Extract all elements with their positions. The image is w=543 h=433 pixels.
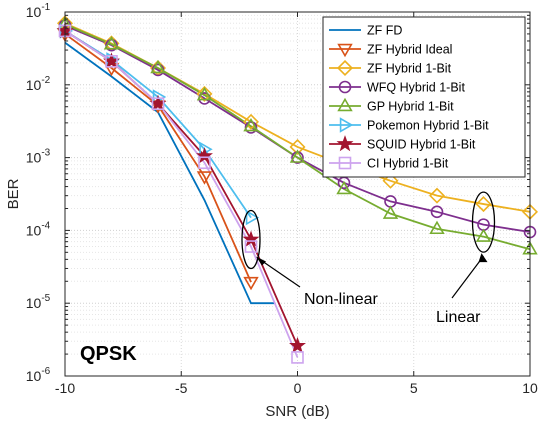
legend-marker-wfq-hybrid-1-bit <box>338 80 352 94</box>
data-point-ci-hybrid-1-bit <box>291 351 304 364</box>
nonlinear-arrowhead <box>256 256 266 266</box>
linear-arrowhead <box>478 253 488 263</box>
legend-label-ci-hybrid-1-bit: CI Hybrid 1-Bit <box>367 157 449 171</box>
series-line-zf-fd <box>64 41 275 305</box>
data-point-zf-hybrid-1-bit <box>242 113 260 130</box>
data-point-ci-hybrid-1-bit <box>244 240 258 253</box>
y-axis-label: BER <box>5 178 22 209</box>
legend-label-zf-fd: ZF FD <box>367 24 402 38</box>
data-point-zf-hybrid-1-bit <box>428 187 446 204</box>
x-tick-label: -10 <box>55 380 75 396</box>
x-tick-label: 5 <box>410 380 418 396</box>
data-point-gp-hybrid-1-bit <box>289 149 306 163</box>
annotations: Non-linear Linear QPSK <box>80 191 496 365</box>
data-point-squid-hybrid-1-bit <box>196 147 213 164</box>
legend-marker-zf-hybrid-ideal <box>337 43 353 58</box>
data-point-gp-hybrid-1-bit <box>429 220 445 235</box>
x-axis-label: SNR (dB) <box>265 403 329 420</box>
linear-arrow-line <box>451 255 484 299</box>
data-point-gp-hybrid-1-bit <box>336 180 352 195</box>
x-tick-label: 0 <box>294 380 302 396</box>
legend-label-zf-hybrid-ideal: ZF Hybrid Ideal <box>367 43 452 57</box>
data-point-zf-hybrid-1-bit <box>289 138 306 155</box>
legend-label-pokemon-hybrid-1-bit: Pokemon Hybrid 1-Bit <box>367 119 489 133</box>
series-line-ci-hybrid-1-bit <box>64 30 299 358</box>
data-point-wfq-hybrid-1-bit <box>430 205 444 219</box>
legend-marker-squid-hybrid-1-bit <box>336 135 354 152</box>
legend-marker-pokemon-hybrid-1-bit <box>339 117 354 133</box>
x-tick-label: 10 <box>522 380 538 396</box>
nonlinear-label: Non-linear <box>304 291 378 308</box>
legend: ZF FD ZF Hybrid Ideal ZF Hybrid 1-Bit WFQ H… <box>322 16 526 178</box>
data-point-gp-hybrid-1-bit <box>150 59 166 74</box>
legend-box <box>322 16 526 178</box>
data-point-gp-hybrid-1-bit <box>196 86 213 101</box>
data-point-gp-hybrid-1-bit <box>243 117 259 132</box>
data-point-ci-hybrid-1-bit <box>151 97 165 111</box>
data-point-zf-hybrid-1-bit <box>382 172 399 189</box>
x-tick-label: -5 <box>175 380 188 396</box>
y-tick-label: 10-4 <box>26 220 51 238</box>
legend-label-gp-hybrid-1-bit: GP Hybrid 1-Bit <box>367 100 454 114</box>
legend-label-zf-hybrid-1-bit: ZF Hybrid 1-Bit <box>367 62 452 76</box>
data-point-pokemon-hybrid-1-bit <box>245 209 260 226</box>
linear-label: Linear <box>436 309 481 326</box>
data-point-gp-hybrid-1-bit <box>475 228 492 242</box>
legend-label-squid-hybrid-1-bit: SQUID Hybrid 1-Bit <box>367 138 476 152</box>
legend-label-wfq-hybrid-1-bit: WFQ Hybrid 1-Bit <box>367 81 465 95</box>
data-point-gp-hybrid-1-bit <box>103 36 120 50</box>
y-tick-label: 10-5 <box>26 293 51 311</box>
data-point-squid-hybrid-1-bit <box>242 230 260 247</box>
data-point-squid-hybrid-1-bit <box>289 336 306 353</box>
y-tick-label: 10-6 <box>26 366 51 384</box>
data-point-zf-hybrid-ideal <box>243 276 259 291</box>
data-point-zf-hybrid-1-bit <box>196 85 213 102</box>
data-point-ci-hybrid-1-bit <box>198 156 211 170</box>
axis-ticks: -10 -5 0 5 10 10-6 10-5 10-4 10-3 10-2 10-1 <box>26 2 538 396</box>
nonlinear-ellipse <box>241 209 261 270</box>
y-tick-label: 10-2 <box>26 75 51 93</box>
legend-marker-ci-hybrid-1-bit <box>338 156 352 170</box>
series-line-gp-hybrid-1-bit <box>64 23 531 251</box>
linear-ellipse <box>471 191 496 253</box>
legend-marker-gp-hybrid-1-bit <box>337 97 353 112</box>
data-point-wfq-hybrid-1-bit <box>105 38 118 52</box>
modulation-label: QPSK <box>80 343 137 365</box>
data-point-zf-hybrid-ideal <box>196 171 213 185</box>
data-point-gp-hybrid-1-bit <box>382 205 399 219</box>
y-tick-label: 10-3 <box>26 148 51 166</box>
data-point-wfq-hybrid-1-bit <box>244 121 258 134</box>
legend-marker-zf-hybrid-1-bit <box>336 59 354 77</box>
data-point-ci-hybrid-1-bit <box>105 55 118 68</box>
y-tick-label: 10-1 <box>26 2 51 20</box>
data-point-zf-hybrid-1-bit <box>475 196 492 213</box>
